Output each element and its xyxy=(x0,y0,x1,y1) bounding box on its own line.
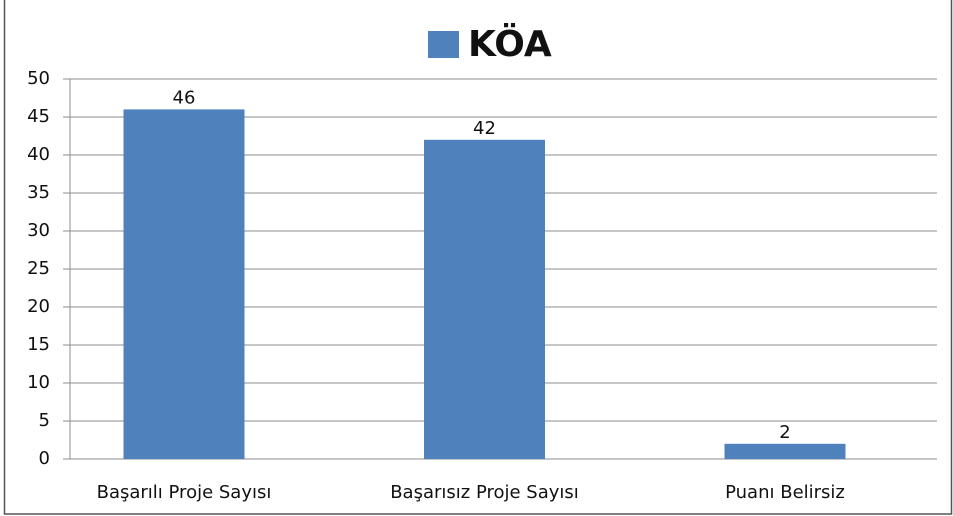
legend-label: KÖA xyxy=(468,23,552,65)
bar xyxy=(424,139,545,460)
y-tick-label: 5 xyxy=(39,410,50,431)
y-tick-label: 0 xyxy=(39,448,50,469)
y-tick-label: 20 xyxy=(27,296,50,317)
y-tick-label: 40 xyxy=(27,144,50,165)
legend-swatch xyxy=(428,31,459,58)
data-label: 46 xyxy=(173,87,196,108)
y-tick-label: 45 xyxy=(27,106,50,127)
y-tick-label: 30 xyxy=(27,220,50,241)
data-label: 42 xyxy=(473,118,496,139)
data-label: 2 xyxy=(779,422,790,443)
y-tick-label: 35 xyxy=(27,182,50,203)
chart-frame xyxy=(3,0,953,515)
y-tick-label: 25 xyxy=(27,258,50,279)
bar xyxy=(724,443,846,459)
bar xyxy=(123,109,245,460)
x-tick-label: Başarılı Proje Sayısı xyxy=(97,482,272,503)
x-tick-label: Puanı Belirsiz xyxy=(725,482,845,503)
y-tick-label: 10 xyxy=(27,372,50,393)
y-tick-label: 50 xyxy=(27,68,50,89)
y-tick-label: 15 xyxy=(27,334,50,355)
x-tick-label: Başarısız Proje Sayısı xyxy=(390,482,579,503)
